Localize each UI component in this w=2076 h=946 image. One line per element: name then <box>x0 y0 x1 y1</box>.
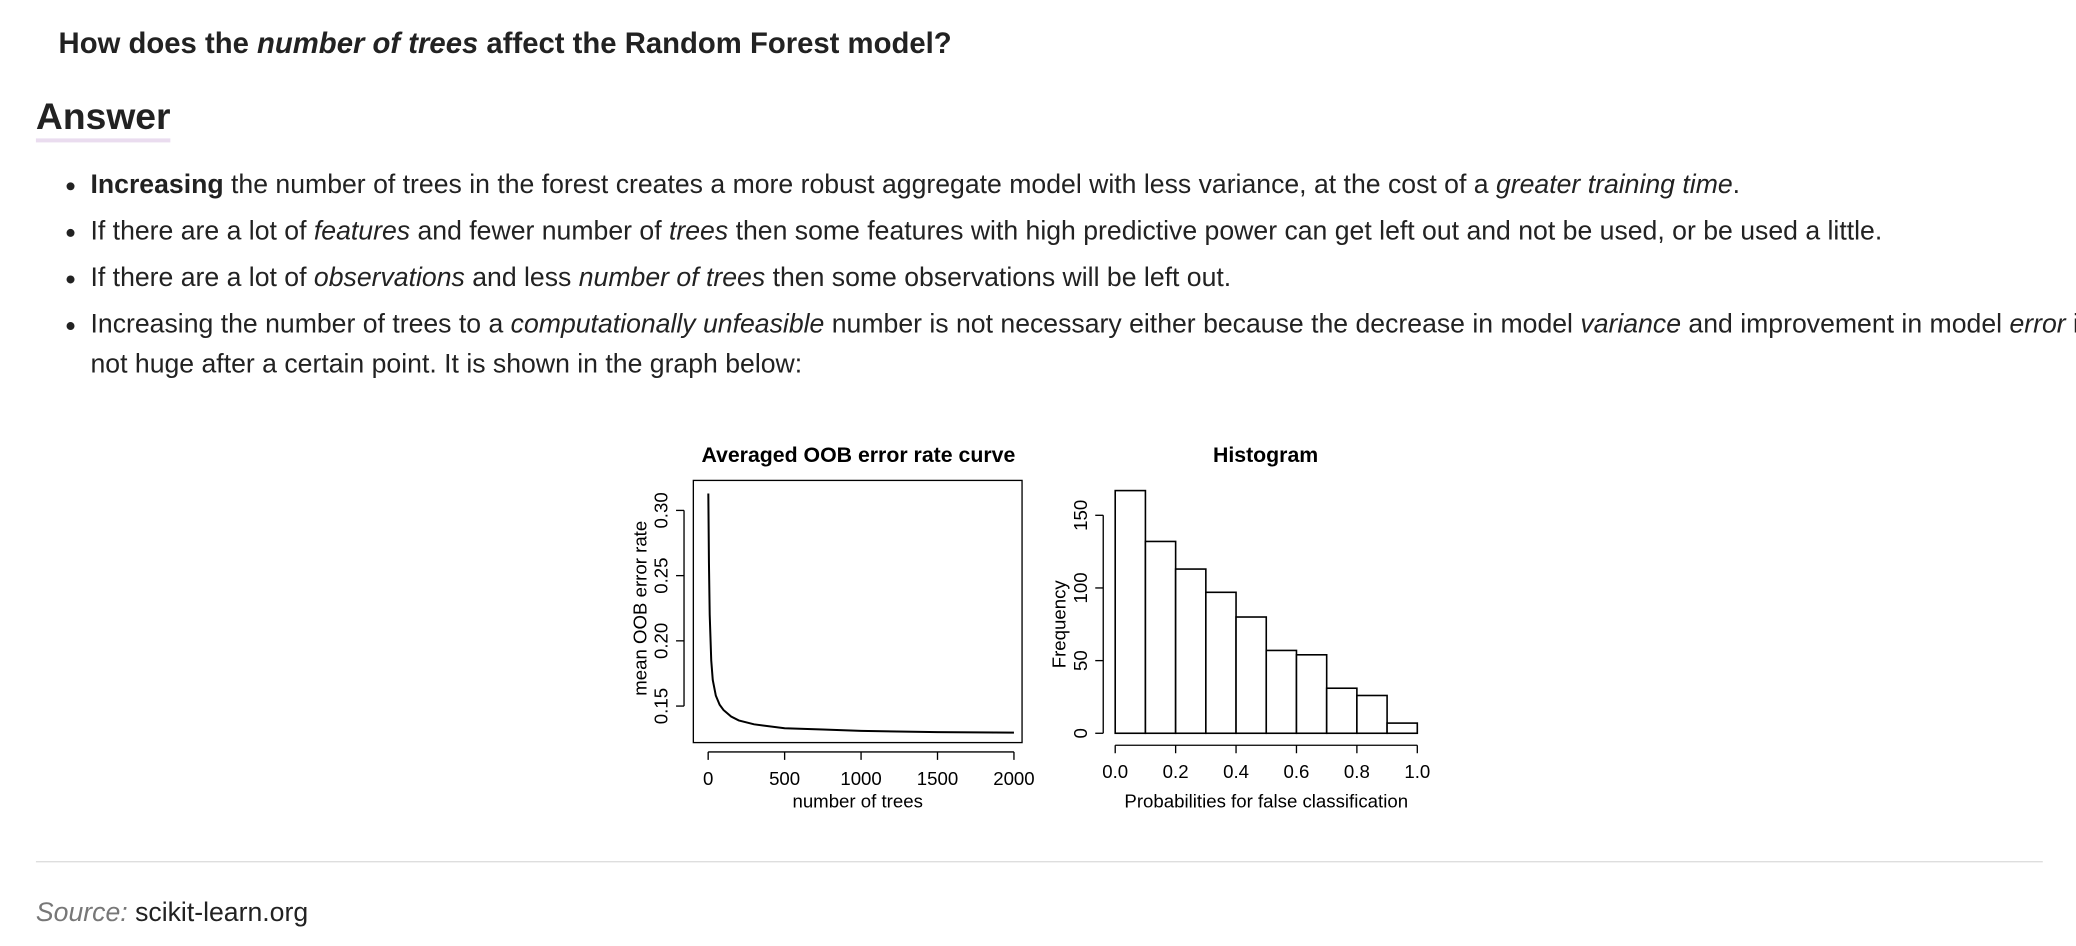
text-run: number of trees <box>578 263 766 293</box>
chart-title: Averaged OOB error rate curve <box>701 443 1015 467</box>
x-tick-label: 1000 <box>840 768 881 789</box>
x-tick-label: 500 <box>769 768 800 789</box>
text-run: . <box>1732 170 1741 200</box>
x-tick-label: 0.0 <box>1102 761 1128 782</box>
text-run: If there are a lot of <box>90 263 314 293</box>
text-run: and less <box>464 263 579 293</box>
title-run: How does the <box>58 26 258 60</box>
x-tick-label: 0 <box>703 768 713 789</box>
x-tick-label: 0.4 <box>1223 761 1249 782</box>
histogram-bar <box>1265 649 1298 735</box>
x-tick-label: 0.8 <box>1344 761 1370 782</box>
text-run: then some features with high predictive … <box>728 216 1883 247</box>
divider <box>35 861 2043 863</box>
text-run: error <box>2009 310 2066 340</box>
x-tick-label: 0.6 <box>1284 761 1310 782</box>
y-tick-label: 0.30 <box>651 492 672 528</box>
x-tick-label: 0.2 <box>1163 761 1189 782</box>
histogram-bar <box>1325 687 1358 735</box>
y-tick-label: 150 <box>1070 500 1091 531</box>
text-run: and fewer number of <box>410 216 669 247</box>
y-tick-label: 0 <box>1070 728 1091 738</box>
bullet: Increasing the number of trees to a comp… <box>90 305 2076 385</box>
bullet: If there are a lot of features and fewer… <box>90 212 2076 252</box>
y-axis-label: mean OOB error rate <box>629 521 650 696</box>
histogram-bar <box>1386 722 1419 735</box>
chart-title: Histogram <box>1213 443 1318 467</box>
text-run: computationally unfeasible <box>510 310 825 340</box>
y-tick-label: 0.25 <box>651 558 672 594</box>
plot-box <box>692 479 1023 744</box>
source-text: scikit-learn.org <box>135 898 309 928</box>
text-run: features <box>313 216 411 247</box>
x-axis-label: Probabilities for false classification <box>1124 790 1408 811</box>
x-tick-label: 1500 <box>917 768 958 789</box>
histogram-bar <box>1356 694 1388 735</box>
y-tick-label: 100 <box>1070 572 1091 603</box>
bullet: If there are a lot of observations and l… <box>90 258 2076 298</box>
text-run: greater training time <box>1495 170 1733 200</box>
histogram-bar <box>1235 616 1268 735</box>
text-run: observations <box>313 263 465 293</box>
histogram-bar <box>1205 591 1237 735</box>
text-run: Increasing <box>90 170 224 200</box>
text-run: then some observations will be left out. <box>765 263 1232 293</box>
text-run: Increasing the number of trees to a <box>90 310 511 340</box>
source: Source: scikit-learn.org <box>36 898 308 929</box>
text-run: the number of trees in the forest create… <box>223 170 1496 200</box>
text-run: number is not necessary either because t… <box>824 310 1581 340</box>
text-run: is not huge after a certain point. It is… <box>90 310 2076 380</box>
source-label: Source: <box>35 898 128 928</box>
histogram-bar <box>1295 654 1328 735</box>
y-tick-label: 0.20 <box>651 623 672 659</box>
histogram-bar <box>1174 568 1207 735</box>
text-run: If there are a lot of <box>90 216 314 247</box>
title-run: number of trees <box>257 26 479 60</box>
title-run: affect the Random Forest model? <box>478 26 952 60</box>
x-axis-label: number of trees <box>792 790 922 811</box>
text-run: variance <box>1580 310 1682 340</box>
x-tick-label: 2000 <box>993 768 1034 789</box>
line-series <box>707 493 1014 734</box>
y-axis-label: Frequency <box>1049 580 1070 669</box>
bullet: Increasing the number of trees in the fo… <box>90 165 2076 205</box>
histogram-bar <box>1144 540 1177 735</box>
answer-heading: Answer <box>35 96 171 143</box>
text-run: and improvement in model <box>1681 310 2010 340</box>
histogram-bar <box>1114 489 1147 735</box>
y-tick-label: 50 <box>1070 650 1091 671</box>
text-run: trees <box>668 216 729 247</box>
y-tick-label: 0.15 <box>651 688 672 724</box>
question-title: How does the number of trees affect the … <box>59 27 952 62</box>
answer-list: Increasing the number of trees in the fo… <box>37 165 2076 391</box>
x-tick-label: 1.0 <box>1404 761 1430 782</box>
